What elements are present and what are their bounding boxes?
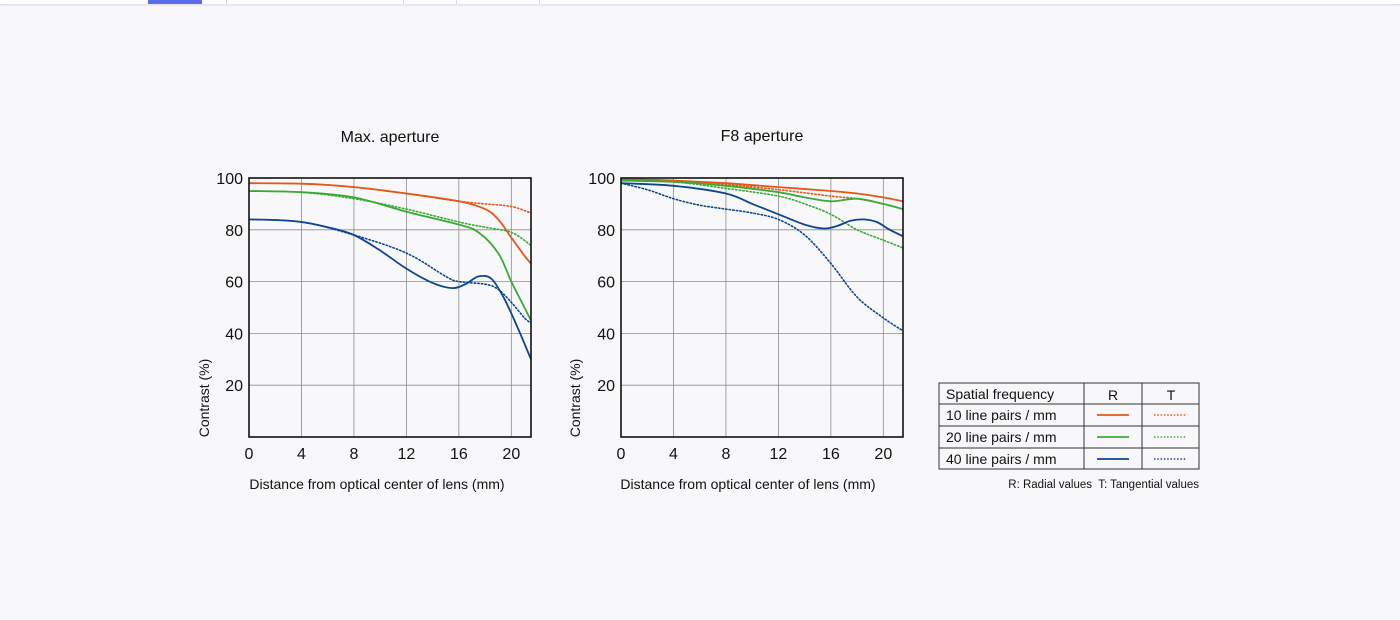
plot-frame: [620, 177, 904, 438]
y-tick-label: 80: [597, 223, 615, 240]
legend-row-40lp: 40 line pairs / mm: [946, 451, 1056, 467]
legend-row-20lp: 20 line pairs / mm: [946, 429, 1056, 445]
x-tick-label: 12: [769, 446, 787, 463]
series-line-freq20-radial: [249, 190, 531, 322]
legend-table: Spatial frequency R T 10 line pairs / mm…: [938, 382, 1200, 491]
x-tick-label: 8: [721, 446, 730, 463]
y-tick-label: 100: [216, 171, 243, 188]
x-tick-label: 0: [245, 446, 254, 463]
series-line-freq40-tangential: [621, 182, 903, 332]
x-tick-label: 16: [450, 446, 468, 463]
y-tick-label: 40: [597, 326, 615, 343]
series-line-freq20-tangential: [621, 179, 903, 249]
series-line-freq40-tangential: [249, 218, 531, 324]
y-tick-label: 60: [597, 275, 615, 292]
x-tick-label: 20: [502, 446, 520, 463]
y-tick-label: 20: [225, 378, 243, 395]
series-group: [621, 178, 903, 332]
y-tick-label: 100: [588, 171, 615, 188]
series-line-freq10-tangential: [249, 182, 531, 214]
chart-f8-aperture: 0 4 8 12 16 20 20 40 60 80 100 F8 aperture Distance …: [567, 128, 904, 492]
y-tick-label: 80: [225, 223, 243, 240]
x-tick-label: 20: [874, 446, 892, 463]
y-tick-label: 20: [597, 378, 615, 395]
chart-title: F8 aperture: [721, 128, 804, 145]
chart-max-aperture: 0 4 8 12 16 20 20 40 60 80 100 Max. aperture Distanc…: [196, 129, 532, 492]
tab-divider: [539, 0, 540, 4]
series-line-freq10-radial: [249, 182, 531, 265]
series-line-freq10-tangential: [621, 178, 903, 210]
series-line-freq20-tangential: [249, 190, 531, 247]
active-tab-indicator[interactable]: [148, 0, 202, 4]
series-group: [249, 182, 531, 361]
plot-frame: [248, 177, 532, 438]
y-axis-label: Contrast (%): [567, 359, 583, 438]
chart-title: Max. aperture: [341, 129, 440, 146]
y-tick-label: 60: [225, 275, 243, 292]
x-tick-label: 0: [617, 446, 626, 463]
legend-row-10lp: 10 line pairs / mm: [946, 407, 1056, 423]
legend-header-t: T: [1167, 387, 1176, 403]
x-axis-label: Distance from optical center of lens (mm…: [620, 476, 875, 492]
x-tick-label: 12: [397, 446, 415, 463]
legend-header-r: R: [1108, 387, 1118, 403]
series-line-freq40-radial: [621, 182, 903, 238]
x-tick-label: 16: [822, 446, 840, 463]
y-tick-label: 40: [225, 326, 243, 343]
y-axis-label: Contrast (%): [196, 359, 212, 438]
x-tick-label: 8: [349, 446, 358, 463]
legend-header-label: Spatial frequency: [946, 386, 1054, 402]
series-line-freq20-radial: [621, 179, 903, 210]
tab-divider: [456, 0, 457, 4]
legend-note: R: Radial values T: Tangential values: [1008, 479, 1199, 491]
top-nav-bar: [0, 0, 1400, 5]
x-tick-label: 4: [669, 446, 678, 463]
tab-divider: [226, 0, 227, 4]
x-tick-label: 4: [297, 446, 306, 463]
x-axis-label: Distance from optical center of lens (mm…: [249, 476, 504, 492]
tab-divider: [403, 0, 404, 4]
